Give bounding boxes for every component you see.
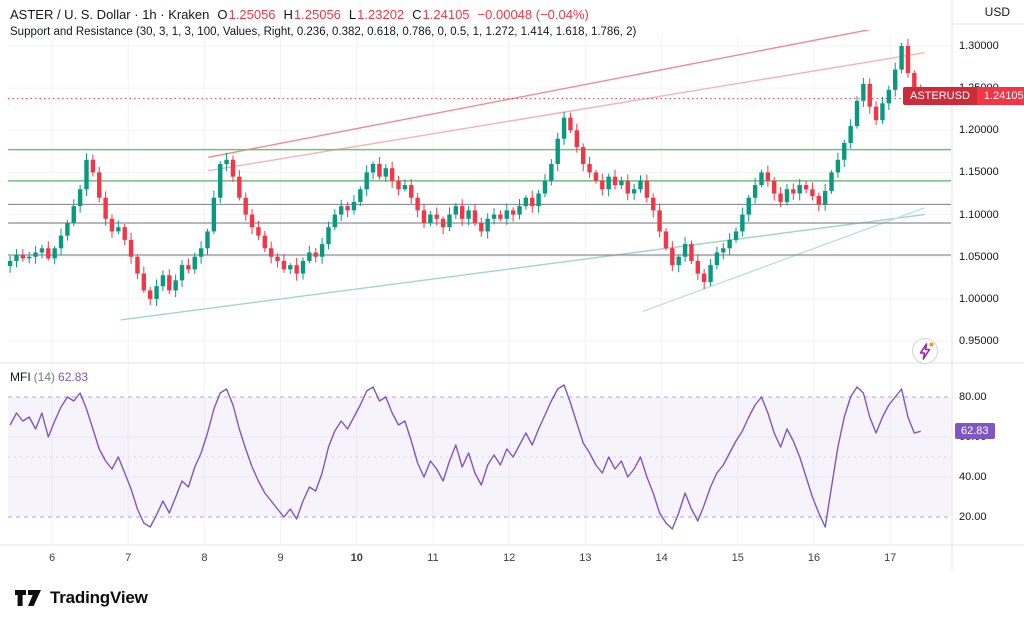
time-axis-label: 12: [503, 552, 516, 564]
tradingview-logo-text: TradingView: [50, 588, 148, 607]
last-price-badge: ASTERUSD 1.24105: [903, 87, 1024, 105]
price-axis-label: 1.20000: [959, 124, 999, 137]
close-value: 1.24105: [422, 7, 470, 22]
price-axis-label: 1.15000: [959, 166, 999, 179]
last-price-symbol: ASTERUSD: [903, 87, 977, 105]
ohlc-high: H1.25056: [284, 7, 341, 22]
tradingview-logo-icon: [15, 590, 41, 606]
time-axis-label: 11: [427, 552, 439, 564]
ohlc-low: L1.23202: [349, 7, 404, 22]
close-label: C: [412, 7, 422, 22]
time-axis-label: 13: [579, 552, 592, 564]
chart-canvas[interactable]: [0, 0, 1024, 575]
mfi-params: (14): [33, 370, 56, 384]
mfi-value-badge: 62.83: [955, 423, 995, 439]
open-value: 1.25056: [228, 7, 276, 22]
change-value: −0.00048 (−0.04%): [477, 7, 589, 22]
time-axis-label: 15: [731, 552, 744, 564]
time-axis-label: 17: [884, 552, 897, 564]
currency-label[interactable]: USD: [984, 5, 1010, 19]
low-label: L: [348, 7, 357, 22]
symbol-title[interactable]: ASTER / U. S. Dollar · 1h · Kraken: [10, 7, 210, 22]
mfi-label: MFI: [10, 370, 31, 384]
high-label: H: [283, 7, 293, 22]
price-axis-label: 1.00000: [959, 292, 999, 305]
mfi-axis-label: 20.00: [959, 511, 987, 523]
symbol-legend-row[interactable]: ASTER / U. S. Dollar · 1h · Kraken O1.25…: [10, 7, 636, 22]
flash-icon[interactable]: [911, 337, 939, 365]
price-axis[interactable]: 1.300001.250001.200001.150001.100001.050…: [952, 0, 1024, 545]
last-price-value: 1.24105: [976, 87, 1024, 105]
indicator-legend-row[interactable]: Support and Resistance (30, 3, 1, 3, 100…: [10, 26, 636, 38]
price-axis-label: 1.10000: [959, 208, 999, 221]
chart-legend: ASTER / U. S. Dollar · 1h · Kraken O1.25…: [10, 7, 636, 38]
time-axis[interactable]: 6 7 8 9 10 11 12 13 14 15 16 17: [0, 546, 952, 570]
price-axis-label: 0.95000: [959, 334, 999, 347]
time-axis-label: 9: [277, 552, 284, 564]
mfi-axis-label: 80.00: [959, 391, 987, 403]
time-axis-label: 10: [350, 552, 363, 564]
time-axis-label: 7: [125, 552, 132, 564]
mfi-axis-label: 40.00: [959, 471, 987, 483]
time-axis-label: 8: [201, 552, 208, 564]
mfi-value: 62.83: [58, 370, 89, 384]
price-axis-label: 1.30000: [959, 40, 999, 52]
ohlc-close: C1.24105: [412, 7, 469, 22]
time-axis-label: 6: [48, 552, 56, 564]
indicator-legend-text: Support and Resistance (30, 3, 1, 3, 100…: [10, 26, 637, 38]
ohlc-open: O1.25056: [217, 7, 275, 22]
open-label: O: [217, 7, 228, 22]
time-axis-label: 16: [807, 552, 821, 564]
tradingview-logo[interactable]: TradingView: [0, 575, 1024, 609]
low-value: 1.23202: [357, 7, 405, 22]
lightning-bolt-icon: [912, 338, 938, 364]
time-axis-label: 14: [655, 552, 668, 564]
high-value: 1.25056: [293, 7, 341, 22]
footer-bar: TradingView: [0, 575, 1024, 625]
mfi-legend-row[interactable]: MFI (14) 62.83: [10, 370, 91, 384]
price-axis-label: 1.05000: [959, 250, 999, 263]
